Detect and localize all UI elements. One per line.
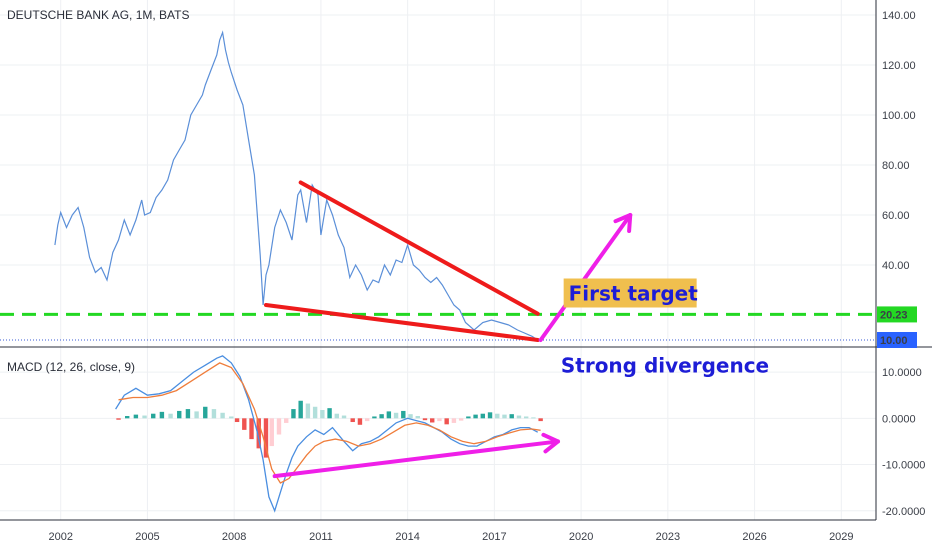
histogram-bar: [168, 413, 173, 419]
price-label-box: [877, 306, 917, 323]
histogram-bar: [249, 418, 254, 440]
histogram-bar: [516, 415, 522, 419]
histogram-bar: [444, 418, 449, 425]
histogram-bar: [523, 416, 529, 419]
signal-line: [118, 362, 541, 484]
histogram-bar: [408, 414, 413, 419]
histogram-bar: [203, 406, 208, 419]
histogram-bar: [538, 418, 543, 422]
wedge-line: [263, 303, 540, 342]
histogram-bar: [466, 416, 471, 419]
histogram-bar: [256, 418, 261, 449]
histogram-bar: [125, 416, 130, 419]
macd-pane: [115, 355, 560, 513]
histogram-bar: [177, 410, 182, 419]
strong-divergence-label: Strong divergence: [561, 354, 769, 378]
histogram-bar: [298, 400, 303, 419]
y-tick-label: 120.00: [882, 60, 916, 72]
histogram-bar: [185, 409, 191, 419]
histogram-bar: [263, 418, 269, 458]
histogram-bar: [194, 411, 199, 419]
histogram-bar: [305, 403, 311, 419]
x-tick-label: 2020: [569, 531, 593, 543]
x-tick-label: 2029: [829, 531, 853, 543]
histogram-bar: [151, 413, 156, 419]
histogram-bar: [372, 416, 377, 419]
divergence-arrow: [272, 439, 560, 479]
histogram-bar: [473, 414, 478, 419]
histogram-bar: [487, 412, 493, 419]
chart-title: DEUTSCHE BANK AG, 1M, BATS: [7, 8, 189, 22]
histogram-bar: [284, 418, 289, 423]
price-label: 20.23: [880, 309, 908, 321]
y-tick-label: 100.00: [882, 110, 916, 122]
first-target-label: First target: [569, 282, 699, 306]
histogram-bar: [133, 414, 139, 419]
histogram-bar: [531, 417, 536, 419]
price-line: [54, 30, 539, 341]
histogram-bar: [116, 418, 121, 420]
histogram-bar: [341, 415, 347, 419]
histogram-bar: [357, 418, 363, 425]
histogram-bar: [437, 418, 442, 422]
histogram-bar: [211, 409, 217, 419]
histogram-bar: [480, 413, 486, 419]
x-tick-label: 2026: [742, 531, 766, 543]
histogram-bar: [269, 418, 274, 447]
y-tick-label: 140.00: [882, 10, 916, 22]
histogram-bar: [220, 412, 225, 419]
histogram-bar: [401, 410, 406, 419]
histogram-bar: [451, 418, 457, 423]
histogram-bar: [229, 416, 234, 419]
macd-tick-label: 0.0000: [882, 413, 916, 425]
histogram-bar: [509, 414, 514, 419]
x-tick-label: 2005: [135, 531, 159, 543]
histogram-bar: [291, 409, 296, 419]
histogram-bar: [502, 414, 507, 419]
histogram-bar: [320, 410, 325, 419]
target-arrow: [538, 213, 633, 342]
target-arrow-head: [613, 213, 633, 233]
x-tick-label: 2017: [482, 531, 506, 543]
macd-line: [115, 355, 539, 513]
histogram-bar: [327, 408, 332, 419]
macd-tick-label: 10.0000: [882, 367, 922, 379]
histogram-bar: [142, 415, 147, 419]
y-tick-label: 60.00: [882, 210, 910, 222]
histogram-bar: [276, 418, 282, 435]
histogram-bar: [430, 418, 435, 423]
histogram-bar: [415, 416, 420, 419]
histogram-bar: [334, 413, 340, 419]
histogram-bar: [495, 413, 500, 419]
histogram-bar: [312, 406, 318, 419]
price-label-box: [877, 332, 917, 348]
x-tick-label: 2011: [309, 531, 333, 543]
histogram-bar: [379, 414, 384, 419]
macd-tick-label: -20.0000: [882, 506, 925, 518]
histogram-bar: [422, 418, 428, 421]
histogram-bar: [242, 418, 247, 430]
histogram-bar: [458, 418, 464, 421]
divergence-arrow-head: [541, 432, 560, 454]
x-tick-label: 2023: [656, 531, 680, 543]
y-tick-label: 40.00: [882, 260, 910, 272]
price-label: 10.00: [880, 335, 908, 347]
y-tick-label: 80.00: [882, 160, 910, 172]
x-tick-label: 2014: [395, 531, 419, 543]
histogram-bar: [159, 411, 165, 419]
histogram-bar: [350, 418, 355, 423]
first-target-box: [563, 278, 697, 308]
histogram-bar: [386, 411, 392, 419]
histogram-bar: [364, 418, 370, 422]
macd-tick-label: -10.0000: [882, 460, 925, 472]
histogram-bar: [393, 412, 399, 419]
wedge-line: [298, 180, 540, 316]
histogram-bar: [234, 418, 240, 423]
x-tick-label: 2002: [48, 531, 72, 543]
x-tick-label: 2008: [222, 531, 246, 543]
macd-title: MACD (12, 26, close, 9): [7, 360, 135, 374]
price-pane: First target Strong divergence: [0, 30, 876, 378]
